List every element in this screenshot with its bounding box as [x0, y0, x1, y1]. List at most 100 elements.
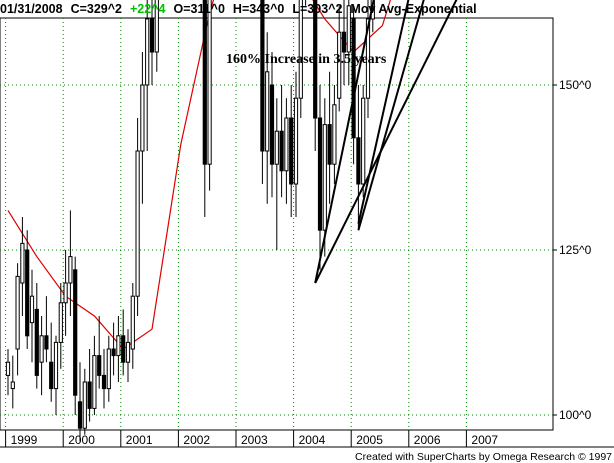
x-tick-label: 2004	[299, 433, 326, 447]
candle-body	[39, 335, 44, 363]
candle-body	[361, 97, 366, 185]
candle-body	[154, 0, 159, 53]
candle	[34, 283, 39, 389]
candle-body	[365, 18, 371, 99]
candle-body	[145, 18, 150, 86]
candle-body	[87, 381, 92, 409]
trendlines-layer	[314, 0, 458, 284]
x-axis: 1999 2000 2001 2002 2003 2004 2005 2006 2007	[0, 430, 614, 448]
candle	[29, 269, 35, 363]
candle-body	[269, 84, 275, 165]
candle-body	[68, 256, 73, 284]
candle	[5, 349, 11, 396]
candle	[82, 368, 87, 435]
candle-body	[265, 71, 270, 152]
candle	[269, 52, 275, 198]
candle	[44, 296, 49, 363]
y-tick-label: 100^0	[559, 408, 592, 422]
candle-body	[341, 31, 347, 53]
candle-body	[77, 401, 83, 429]
candle	[77, 362, 83, 442]
candle-body	[106, 348, 111, 390]
candle	[20, 217, 25, 316]
candle-body	[34, 308, 39, 376]
candle-body	[346, 5, 351, 53]
header-low: L=303^2	[292, 2, 342, 16]
header-high: H=343^0	[233, 2, 284, 16]
candle-body	[116, 335, 121, 357]
candle	[293, 71, 299, 217]
candle-body	[53, 341, 59, 390]
x-tick-label: 2000	[68, 433, 95, 447]
trendline	[357, 0, 410, 224]
candle	[73, 256, 78, 415]
candle	[63, 250, 68, 336]
candle-body	[5, 361, 11, 376]
x-tick-label: 2007	[471, 433, 498, 447]
candle	[298, 0, 303, 118]
x-tick-label: 2003	[241, 433, 268, 447]
candle	[92, 335, 97, 415]
candle	[87, 349, 92, 422]
candle	[58, 283, 63, 369]
candle-body	[356, 137, 361, 185]
candle-body	[49, 361, 54, 390]
header-study: Mov Avg-Exponential	[350, 2, 476, 16]
candle-body	[332, 104, 337, 165]
candlesticks-layer	[5, 0, 375, 442]
candle	[111, 322, 116, 376]
candle	[361, 85, 366, 198]
candle	[274, 98, 279, 250]
candle	[202, 0, 207, 217]
candle-body	[97, 355, 102, 376]
candle-body	[313, 0, 318, 119]
candle	[116, 316, 121, 382]
trendline	[314, 0, 458, 284]
candle-body	[121, 335, 126, 363]
candle-body	[25, 249, 30, 337]
y-axis: 325^0300^0275^0250^0225^0200^0175^0150^0…	[553, 78, 592, 422]
candle-body	[351, 18, 356, 139]
candle-body	[140, 84, 145, 152]
credit-text: Created with SuperCharts by Omega Resear…	[355, 451, 612, 463]
candle-body	[337, 31, 342, 99]
candle	[10, 355, 15, 409]
candle-body	[322, 124, 327, 231]
y-tick-label: 125^0	[559, 243, 592, 257]
x-tick-label: 2002	[183, 433, 210, 447]
trendline	[314, 0, 375, 284]
header-change: +22^4	[130, 2, 166, 16]
candle-body	[279, 130, 284, 172]
gridlines	[0, 17, 554, 431]
candle	[207, 0, 212, 191]
candle	[332, 85, 337, 184]
candle	[121, 309, 126, 376]
candle-body	[44, 335, 49, 350]
candle-body	[58, 302, 63, 343]
candle-body	[274, 130, 279, 165]
candle-body	[130, 295, 135, 350]
candle	[327, 71, 332, 204]
candle	[39, 316, 44, 396]
candle-body	[10, 381, 15, 390]
x-tick-label: 2005	[356, 433, 383, 447]
candle-body	[15, 275, 20, 350]
header-close: C=329^2	[71, 2, 122, 16]
candle	[149, 0, 155, 85]
candle-body	[370, 0, 375, 20]
candle	[346, 0, 351, 85]
candle	[53, 335, 59, 415]
candle	[49, 322, 54, 402]
candle-body	[125, 341, 131, 363]
annotation-text: 160% Increase in 3.5 years	[226, 52, 387, 67]
candle	[130, 283, 135, 369]
candle-body	[101, 374, 107, 390]
candle	[313, 0, 318, 151]
x-tick-label: 1999	[11, 433, 38, 447]
plot-frame	[0, 17, 554, 431]
moving-average-layer	[7, 0, 392, 350]
candle	[145, 0, 150, 151]
candle	[370, 0, 375, 33]
